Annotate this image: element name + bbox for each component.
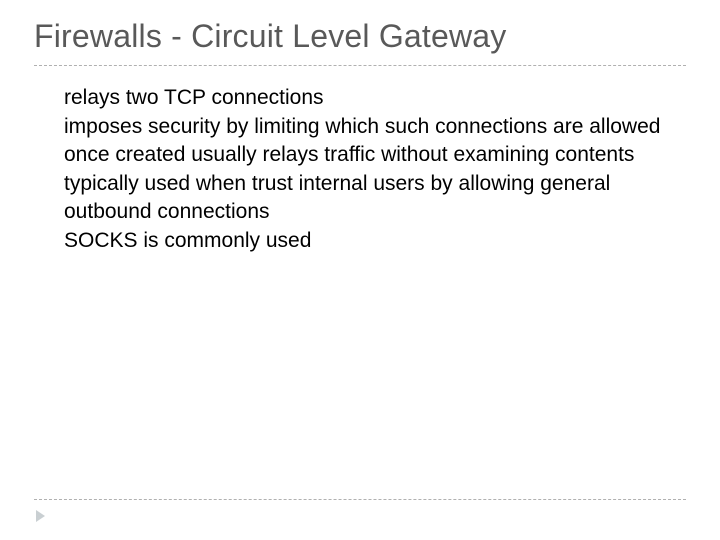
footer-arrow-icon xyxy=(36,510,45,522)
title-divider xyxy=(34,65,686,66)
bullet-text: typically used when trust internal users… xyxy=(64,172,610,223)
list-item: imposes security by limiting which such … xyxy=(38,113,686,141)
bullet-list: relays two TCP connections imposes secur… xyxy=(34,84,686,254)
footer-divider xyxy=(34,499,686,500)
list-item: typically used when trust internal users… xyxy=(38,170,686,225)
slide-container: Firewalls - Circuit Level Gateway relays… xyxy=(0,0,720,254)
list-item: SOCKS is commonly used xyxy=(38,227,686,255)
bullet-text: relays two TCP connections xyxy=(64,86,324,109)
bullet-text: SOCKS is commonly used xyxy=(64,229,311,252)
bullet-text: imposes security by limiting which such … xyxy=(64,115,660,138)
list-item: relays two TCP connections xyxy=(38,84,686,112)
slide-title: Firewalls - Circuit Level Gateway xyxy=(34,18,686,65)
bullet-text: once created usually relays traffic with… xyxy=(64,143,634,166)
list-item: once created usually relays traffic with… xyxy=(38,141,686,169)
